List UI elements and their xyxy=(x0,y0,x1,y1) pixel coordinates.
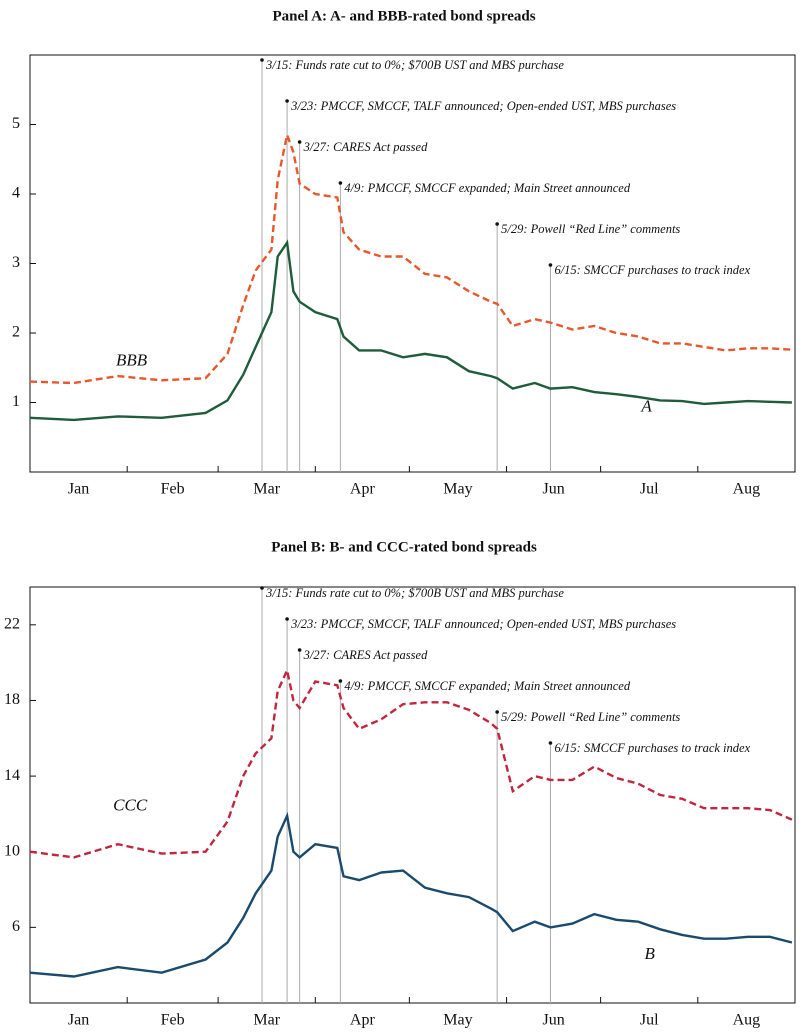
y-tick-label: 22 xyxy=(4,615,20,632)
x-tick-label: Feb xyxy=(161,1012,185,1029)
event-label: 5/29: Powell “Red Line” comments xyxy=(501,710,680,724)
event-dot xyxy=(495,222,499,226)
event-dot xyxy=(260,586,264,590)
y-tick-label: 2 xyxy=(12,324,20,341)
series-label: A xyxy=(640,396,652,415)
series-line xyxy=(29,130,792,385)
event-label: 6/15: SMCCF purchases to track index xyxy=(554,263,750,277)
y-tick-label: 1 xyxy=(12,393,20,410)
plot-frame xyxy=(29,586,796,1004)
event-dot xyxy=(297,648,302,652)
y-tick-label: 18 xyxy=(4,691,20,708)
series-line xyxy=(29,239,792,422)
event-dot xyxy=(338,181,343,185)
x-tick-label: Mar xyxy=(253,1012,280,1029)
y-tick-label: 4 xyxy=(12,185,20,202)
chart-title: Panel B: B- and CCC-rated bond spreads xyxy=(271,539,537,555)
event-label: 3/27: CARES Act passed xyxy=(303,140,428,154)
x-tick-label: May xyxy=(443,481,472,498)
event-dot xyxy=(548,741,553,745)
event-label: 5/29: Powell “Red Line” comments xyxy=(501,222,680,236)
event-dot xyxy=(285,617,289,621)
y-tick-label: 3 xyxy=(12,254,20,271)
series-label: B xyxy=(645,944,656,963)
event-label: 3/27: CARES Act passed xyxy=(303,648,428,662)
x-tick-label: Apr xyxy=(350,481,376,498)
event-label: 3/15: Funds rate cut to 0%; $700B UST an… xyxy=(265,586,564,600)
event-dot xyxy=(285,99,289,103)
event-label: 4/9: PMCCF, SMCCF expanded; Main Street … xyxy=(344,679,630,693)
event-label: 4/9: PMCCF, SMCCF expanded; Main Street … xyxy=(344,181,630,195)
event-dot xyxy=(338,679,343,683)
x-tick-label: Aug xyxy=(733,481,761,498)
event-label: 3/23: PMCCF, SMCCF, TALF announced; Open… xyxy=(290,617,676,631)
event-dot xyxy=(495,710,499,714)
x-tick-label: Apr xyxy=(350,1012,376,1029)
x-tick-label: Jun xyxy=(542,481,564,498)
x-tick-label: Jan xyxy=(68,1012,89,1029)
x-tick-label: Jan xyxy=(68,481,89,498)
series-label: CCC xyxy=(113,796,148,815)
x-tick-label: Jul xyxy=(640,481,659,498)
event-label: 3/23: PMCCF, SMCCF, TALF announced; Open… xyxy=(290,99,676,113)
series-line xyxy=(29,666,793,859)
event-dot xyxy=(260,58,264,62)
event-label: 3/15: Funds rate cut to 0%; $700B UST an… xyxy=(265,58,564,72)
y-tick-label: 6 xyxy=(12,918,20,935)
y-tick-label: 10 xyxy=(4,842,20,859)
event-label: 6/15: SMCCF purchases to track index xyxy=(554,741,750,755)
event-dot xyxy=(297,140,302,144)
series-label: BBB xyxy=(116,350,148,369)
chart-title: Panel A: A- and BBB-rated bond spreads xyxy=(272,8,535,24)
event-dot xyxy=(548,263,553,267)
y-tick-label: 5 xyxy=(12,115,20,132)
series-line xyxy=(29,811,793,978)
x-tick-label: Feb xyxy=(161,481,185,498)
x-tick-label: Mar xyxy=(253,481,280,498)
x-tick-label: Aug xyxy=(733,1012,761,1029)
y-tick-label: 14 xyxy=(4,767,20,784)
x-tick-label: May xyxy=(443,1012,472,1029)
x-tick-label: Jul xyxy=(640,1012,659,1029)
x-tick-label: Jun xyxy=(542,1012,564,1029)
